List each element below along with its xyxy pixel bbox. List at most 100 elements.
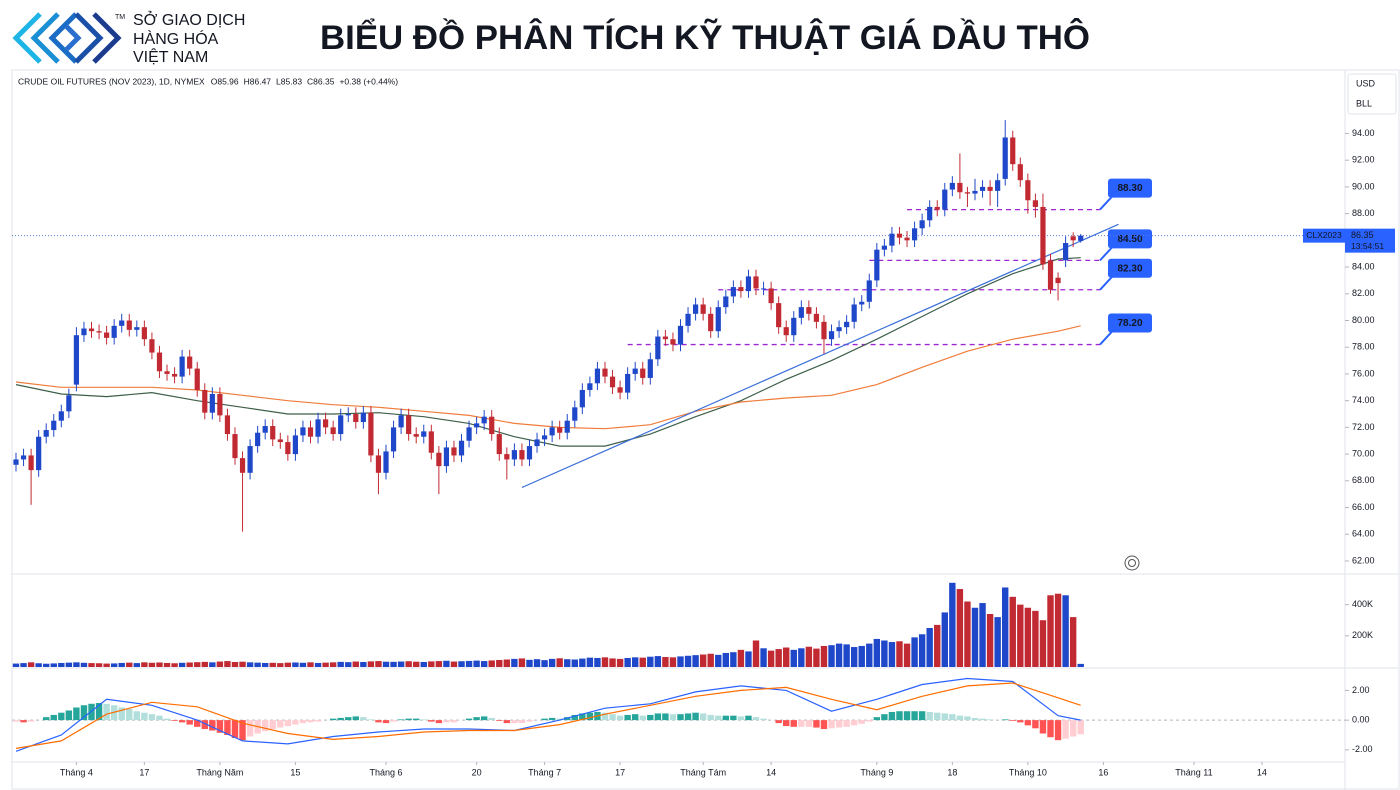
indicator-line — [521, 223, 1119, 489]
macd-histogram-bar — [798, 720, 805, 727]
macd-histogram-bar — [1054, 720, 1062, 741]
macd-histogram-bar — [397, 719, 405, 721]
volume-bar — [571, 659, 578, 667]
macd-histogram-bar — [511, 720, 518, 724]
unit-box[interactable] — [1347, 73, 1397, 115]
volume-bar — [314, 662, 322, 667]
candle-body — [564, 420, 570, 433]
candle-body — [602, 368, 608, 377]
volume-bar — [435, 661, 443, 667]
volume-bar — [163, 662, 171, 667]
candle-body — [390, 427, 397, 452]
macd-histogram-bar — [503, 720, 511, 724]
volume-bar — [699, 654, 707, 667]
candle-body — [791, 317, 797, 336]
macd-histogram-bar — [692, 712, 699, 721]
x-tick-label: 17 — [615, 767, 625, 777]
y-tick-label: 78.00 — [1352, 342, 1375, 352]
candle-body — [919, 220, 925, 229]
candle-body — [685, 313, 691, 326]
volume-bar — [979, 603, 986, 667]
macd-histogram-bar — [163, 718, 171, 721]
candle-body — [187, 356, 193, 369]
macd-histogram-bar — [866, 720, 873, 722]
candle-body — [1010, 137, 1016, 165]
symbol-label: CLX2023 — [1306, 230, 1342, 240]
macd-histogram-bar — [541, 718, 548, 721]
macd-histogram-bar — [1062, 720, 1069, 739]
macd-histogram-bar — [413, 718, 420, 721]
x-tick-label: 14 — [766, 767, 776, 777]
candle-body — [655, 336, 661, 360]
candle-body — [587, 383, 593, 390]
x-tick-label: 15 — [290, 767, 300, 777]
candle-body — [949, 182, 955, 190]
volume-bar — [367, 661, 375, 667]
candle-body — [572, 407, 578, 421]
volume-bar — [730, 652, 737, 667]
volume-bar — [684, 655, 692, 667]
volume-bar — [533, 659, 541, 667]
volume-bar — [73, 662, 80, 667]
header-value: +0.38 (+0.44%) — [339, 76, 398, 86]
macd-histogram-bar — [677, 714, 684, 721]
candle-body — [896, 233, 903, 238]
volume-bar — [541, 660, 548, 667]
y-tick-label: 70.00 — [1352, 448, 1375, 458]
candle-body — [957, 182, 963, 193]
header-value: H86.47 — [244, 76, 272, 86]
candle-body — [134, 327, 140, 330]
candle-body — [609, 376, 616, 388]
candle-body — [874, 249, 880, 281]
volume-bar — [888, 642, 896, 667]
logo-text: VIỆT NAM — [133, 47, 208, 66]
x-tick-label: 18 — [947, 767, 957, 777]
candle-body — [209, 393, 215, 413]
volume-bar — [1077, 663, 1084, 667]
macd-histogram-bar — [277, 720, 284, 728]
candle-body — [217, 393, 223, 416]
volume-bar — [186, 662, 193, 667]
macd-histogram-bar — [20, 720, 27, 723]
candle-body — [1078, 235, 1084, 241]
macd-histogram-bar — [1017, 720, 1024, 723]
volume-bar — [284, 662, 292, 667]
candle-body — [73, 335, 80, 385]
macd-histogram-bar — [1047, 720, 1054, 738]
candle-body — [126, 320, 132, 330]
candle-body — [1032, 200, 1039, 207]
volume-bar — [911, 637, 918, 667]
candle-body — [519, 450, 525, 460]
macd-histogram-bar — [186, 720, 193, 725]
macd-histogram-bar — [722, 715, 730, 721]
macd-histogram-bar — [488, 717, 495, 721]
unit-label: BLL — [1356, 98, 1372, 108]
volume-bar — [903, 643, 911, 667]
candle-body — [617, 387, 623, 393]
macd-histogram-bar — [201, 720, 208, 730]
macd-histogram-bar — [964, 716, 971, 721]
macd-histogram-bar — [148, 714, 156, 721]
macd-histogram-bar — [1009, 720, 1016, 721]
alarm-icon[interactable] — [1124, 555, 1140, 571]
candle-body — [345, 414, 351, 416]
volume-bar — [307, 662, 314, 667]
macd-histogram-bar — [194, 720, 201, 727]
volume-bar — [639, 657, 646, 667]
candle-body — [723, 296, 729, 308]
candle-body — [881, 245, 887, 250]
candle-body — [942, 189, 948, 210]
macd-tick-label: -2.00 — [1352, 744, 1373, 754]
candle-body — [768, 288, 774, 304]
volume-bar — [231, 662, 239, 667]
candle-body — [489, 416, 495, 435]
volume-bar — [503, 659, 511, 667]
macd-histogram-bar — [428, 720, 435, 722]
macd-histogram-bar — [156, 715, 163, 721]
page-title: BIỂU ĐỒ PHÂN TÍCH KỸ THUẬT GIÁ DẦU THÔ — [320, 18, 1090, 57]
volume-bar — [813, 648, 820, 667]
volume-bar — [246, 662, 254, 667]
volume-bar — [88, 663, 95, 667]
macd-histogram-bar — [526, 720, 533, 722]
candle-body — [625, 373, 631, 393]
